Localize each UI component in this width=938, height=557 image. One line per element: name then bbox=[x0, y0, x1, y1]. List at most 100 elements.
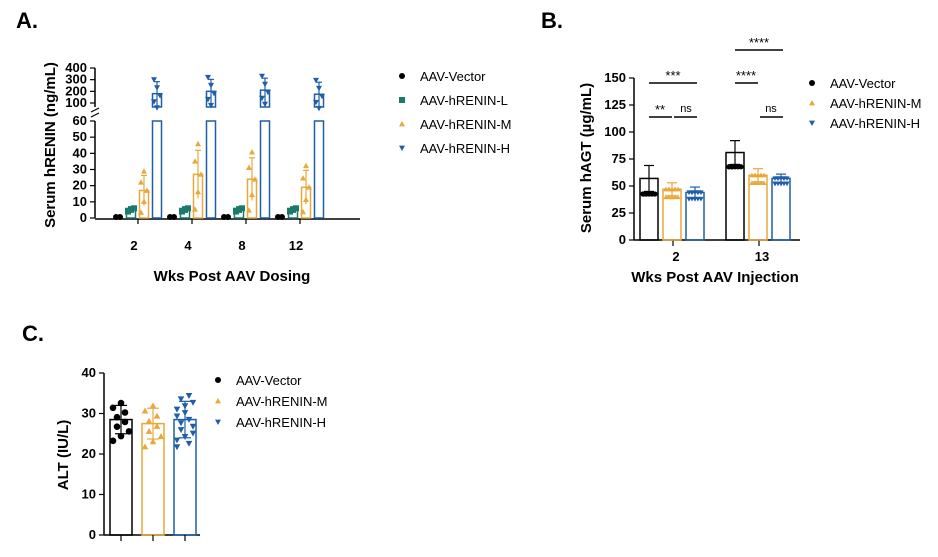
panel-c-ylabel: ALT (IU/L) bbox=[55, 420, 72, 491]
panel-a-point bbox=[316, 85, 322, 92]
panel-c-point bbox=[177, 427, 185, 434]
legend-label: AAV-Vector bbox=[420, 69, 486, 84]
panel-b-ylabel: Serum hAGT (µg/mL) bbox=[578, 83, 595, 233]
panel-b-sig-label: ns bbox=[680, 103, 692, 115]
panel-c-point bbox=[113, 413, 121, 421]
panel-a-point bbox=[246, 207, 252, 213]
panel-a-point bbox=[249, 149, 255, 155]
panel-b-point bbox=[775, 176, 781, 182]
panel-b-bar bbox=[771, 177, 791, 241]
panel-c-label: C. bbox=[22, 321, 44, 346]
panel-a-point bbox=[154, 105, 160, 111]
panel-a-ytick-label: 50 bbox=[73, 129, 87, 144]
panel-a-point bbox=[262, 101, 268, 108]
panel-c-point bbox=[113, 423, 121, 430]
panel-b-point bbox=[663, 194, 669, 200]
panel-a-point bbox=[192, 206, 198, 212]
panel-a-point bbox=[316, 105, 322, 112]
panel-a-bar bbox=[151, 120, 163, 219]
panel-a-point bbox=[208, 102, 214, 109]
panel-b-sig-label: ns bbox=[765, 103, 777, 115]
panel-a-point bbox=[319, 93, 325, 100]
panel-a-ytick-label: 60 bbox=[73, 113, 87, 128]
legend-label: AAV-hRENIN-M bbox=[420, 117, 512, 132]
panel-a-point bbox=[195, 188, 201, 195]
panel-a-point bbox=[138, 209, 144, 215]
panel-a-ytick-label: 10 bbox=[73, 194, 87, 209]
panel-c-point bbox=[121, 409, 129, 416]
panel-a-label: A. bbox=[16, 8, 38, 33]
legend-marker bbox=[809, 80, 815, 86]
panel-b-ytick-label: 150 bbox=[604, 70, 626, 85]
panel-b-point bbox=[781, 176, 787, 182]
panel-a-ytick-label: 30 bbox=[73, 162, 87, 177]
panel-c-point bbox=[149, 402, 157, 409]
legend-label: AAV-Vector bbox=[236, 373, 302, 388]
panel-a-point bbox=[249, 191, 255, 198]
legend-label: AAV-Vector bbox=[830, 76, 896, 91]
legend-marker bbox=[215, 419, 221, 425]
panel-a-point bbox=[290, 206, 296, 213]
panel-c-point bbox=[153, 412, 161, 419]
panel-b-label: B. bbox=[541, 8, 563, 33]
panel-a-point bbox=[208, 82, 214, 89]
panel-b-xtick-label: 2 bbox=[672, 249, 679, 264]
panel-a-point bbox=[144, 187, 150, 193]
panel-a-point bbox=[279, 214, 285, 220]
panel-a-point bbox=[225, 214, 231, 220]
panel-b-ytick-label: 125 bbox=[604, 97, 626, 112]
panel-c-point bbox=[117, 432, 125, 440]
panel-b-xtick-label: 13 bbox=[755, 249, 769, 264]
panel-a-point bbox=[138, 179, 144, 185]
panel-c-point bbox=[125, 428, 133, 435]
legend-marker bbox=[215, 398, 221, 404]
panel-c-point bbox=[181, 403, 189, 410]
legend-label: AAV-hRENIN-M bbox=[830, 96, 922, 111]
panel-a-point bbox=[198, 171, 204, 177]
panel-b-ytick-label: 25 bbox=[612, 205, 626, 220]
panel-a-point bbox=[300, 208, 306, 215]
panel-c-ytick-label: 20 bbox=[82, 446, 96, 461]
panel-a-point bbox=[303, 196, 309, 202]
legend-marker bbox=[399, 145, 405, 151]
panel-b-xlabel: Wks Post AAV Injection bbox=[631, 269, 799, 286]
panel-c-point bbox=[109, 404, 117, 412]
panel-a-bar bbox=[313, 120, 325, 219]
panel-b-point bbox=[749, 180, 755, 186]
panel-a-ytick-label: 20 bbox=[73, 178, 87, 193]
panel-c-point bbox=[173, 413, 181, 420]
legend-marker bbox=[809, 100, 815, 106]
panel-a-point bbox=[313, 99, 319, 106]
panel-b-ytick-label: 50 bbox=[612, 178, 626, 193]
panel-c-point bbox=[173, 444, 181, 451]
panel-c-point bbox=[173, 406, 181, 413]
panel-a-ytick-label: 200 bbox=[65, 83, 87, 98]
panel-c-ytick-label: 40 bbox=[82, 365, 96, 380]
panel-a-ytick-label: 300 bbox=[65, 72, 87, 87]
panel-a-point bbox=[154, 85, 160, 91]
panel-a-point bbox=[151, 77, 157, 83]
legend-marker bbox=[399, 97, 405, 103]
panel-c-point bbox=[121, 418, 129, 426]
legend-label: AAV-hRENIN-M bbox=[236, 394, 328, 409]
panel-a-point bbox=[192, 158, 198, 164]
panel-b-point bbox=[689, 190, 695, 196]
panel-c-point bbox=[185, 416, 193, 423]
panel-b-point bbox=[652, 191, 658, 197]
legend-marker bbox=[399, 121, 405, 127]
panel-c-point bbox=[145, 417, 153, 424]
panel-c-point bbox=[181, 434, 189, 440]
panel-a-point bbox=[259, 95, 265, 102]
panel-c-point bbox=[109, 437, 117, 445]
panel-b-point bbox=[778, 181, 784, 187]
panel-a-point bbox=[205, 96, 211, 103]
panel-b-ytick-label: 0 bbox=[619, 232, 626, 247]
panel-c-point bbox=[185, 440, 193, 447]
panel-b-point bbox=[729, 164, 735, 170]
panel-c-point bbox=[177, 420, 185, 427]
panel-c-point bbox=[189, 423, 197, 430]
panel-b-point bbox=[772, 181, 778, 187]
